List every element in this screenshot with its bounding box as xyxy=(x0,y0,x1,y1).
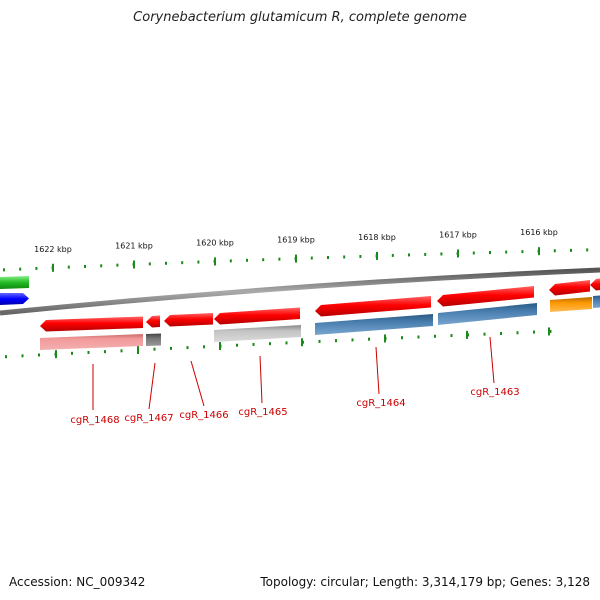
gene-cgR-1465-arrow xyxy=(214,307,300,325)
ruler-label: 1617 kbp xyxy=(439,230,477,239)
gene-labels: cgR_1468 cgR_1467 cgR_1466 cgR_1465 cgR_… xyxy=(70,336,520,426)
gene-cgR-1463-arrow xyxy=(437,286,534,307)
gene-products xyxy=(40,295,600,350)
accession-text: Accession: NC_009342 xyxy=(9,575,146,589)
ruler-label: 1618 kbp xyxy=(358,233,396,242)
gene-label-cgR-1466: cgR_1466 xyxy=(179,410,228,421)
gene-cgR-1467-product xyxy=(146,333,161,346)
gene-cgR-1468-arrow xyxy=(40,316,143,332)
partial-orange-product xyxy=(550,297,592,312)
gene-label-cgR-1468: cgR_1468 xyxy=(70,415,119,426)
ruler-label: 1620 kbp xyxy=(196,238,234,247)
gene-label-cgR-1464: cgR_1464 xyxy=(356,398,405,409)
gene-cgR-1463-product xyxy=(438,303,537,325)
partial-red-gene-a xyxy=(549,280,590,296)
gene-arrows xyxy=(40,278,600,332)
gene-cgR-1464-product xyxy=(315,314,433,335)
gene-label-cgR-1467: cgR_1467 xyxy=(124,413,173,424)
inner-ticks xyxy=(5,327,552,359)
partial-blue-gene xyxy=(0,293,29,305)
gene-cgR-1464-arrow xyxy=(315,296,431,317)
gene-label-cgR-1463: cgR_1463 xyxy=(470,387,519,398)
ruler-labels: 1622 kbp 1621 kbp 1620 kbp 1619 kbp 1618 kbp… xyxy=(34,228,558,254)
ruler-label: 1622 kbp xyxy=(34,245,72,254)
genome-backbone xyxy=(0,267,600,316)
gene-cgR-1466-arrow xyxy=(164,313,213,327)
gene-cgR-1468-product xyxy=(40,334,143,350)
gene-cgR-1467-arrow xyxy=(146,315,160,328)
ruler-label: 1621 kbp xyxy=(115,242,153,251)
partial-blue-product xyxy=(593,295,600,308)
gene-cgR-1465-product xyxy=(214,325,301,342)
partial-red-gene-b xyxy=(590,278,600,291)
gene-label-cgR-1465: cgR_1465 xyxy=(238,407,287,418)
ruler-label: 1616 kbp xyxy=(520,228,558,237)
ruler-label: 1619 kbp xyxy=(277,236,315,245)
partial-green-gene xyxy=(0,276,29,289)
genome-title: Corynebacterium glutamicum R, complete g… xyxy=(133,10,467,25)
ruler-ticks xyxy=(3,247,589,272)
genome-summary-text: Topology: circular; Length: 3,314,179 bp… xyxy=(260,575,590,589)
